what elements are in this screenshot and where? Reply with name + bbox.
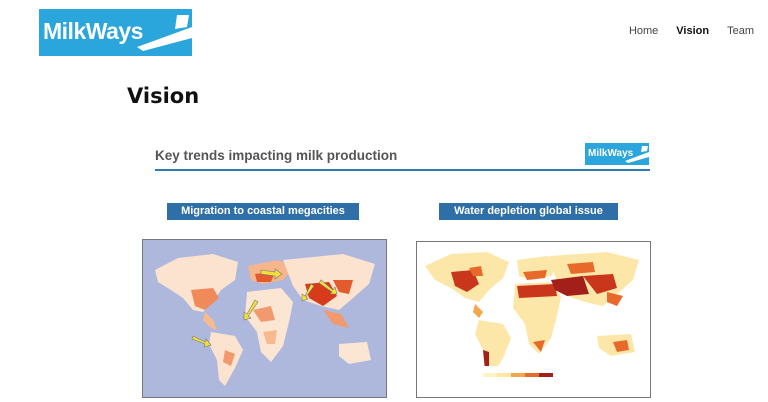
- water-depletion-map: [416, 241, 651, 398]
- slide-logo-text: MilkWays: [588, 148, 634, 159]
- slide-logo: MilkWays: [585, 143, 649, 165]
- slide-title: Key trends impacting milk production: [155, 148, 398, 163]
- milkways-logo[interactable]: MilkWays: [39, 9, 192, 56]
- page-title: Vision: [127, 84, 200, 108]
- nav-vision[interactable]: Vision: [676, 25, 710, 37]
- nav-team[interactable]: Team: [727, 25, 754, 37]
- population-map-image: [143, 240, 386, 397]
- caption-migration: Migration to coastal megacities: [167, 203, 359, 220]
- vision-slide: Key trends impacting milk production Mil…: [140, 130, 660, 402]
- water-map-image: [417, 242, 650, 397]
- caption-water: Water depletion global issue: [439, 203, 618, 220]
- logo-swoosh-icon: [137, 15, 192, 51]
- nav-home[interactable]: Home: [628, 25, 659, 37]
- slide-divider: [155, 169, 650, 171]
- migration-map: [142, 239, 387, 398]
- main-nav: Home Vision Team: [629, 25, 754, 37]
- slide-logo-swoosh-icon: [625, 146, 649, 163]
- logo-text: MilkWays: [43, 18, 143, 44]
